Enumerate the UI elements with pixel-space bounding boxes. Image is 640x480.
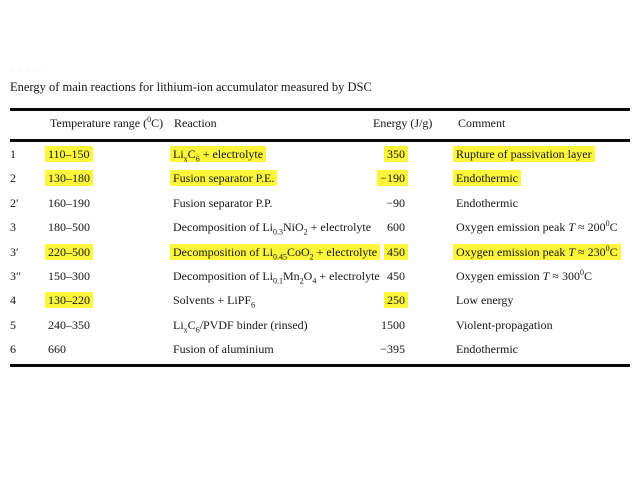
reaction-cell: Decomposition of Li0.3NiO2 + electrolyte [173,220,372,237]
reaction-cell: Fusion separator P.E. [170,170,428,187]
row-index-cell: 4 [10,293,16,308]
comment-cell: Endothermic [453,170,630,187]
table-rule-header-bottom [10,139,630,142]
header-reaction: Reaction [174,116,217,130]
energy-cell: 450 [387,269,405,283]
header-comment: Comment [458,116,506,130]
comment-cell: Oxygen emission peak T ≈ 2000C [456,219,618,235]
table-row: 6 660 Fusion of aluminium −395 Endothermic [10,339,630,363]
row-index-cell: 1 [10,147,16,161]
row-index-cell: 2′ [10,195,19,210]
row-index-cell: 5 [10,317,16,332]
temperature-cell: 130–220 [45,292,170,309]
faint-artifact: ‐ ‐ ‐ ‐ · [10,66,50,75]
table-caption: Energy of main reactions for lithium-ion… [10,80,372,94]
table-row: 3″ 150–300 Decomposition of Li0.1Mn2O4 + e… [10,266,630,290]
temperature-cell: 180–500 [48,220,90,235]
temperature-cell: 220–500 [45,243,170,260]
energy-cell: 600 [387,220,405,235]
comment-cell: Rupture of passivation layer [453,146,630,162]
table-row: 2′ 160–190 Fusion separator P.P. −90 Endothe… [10,193,630,217]
comment-cell: Endothermic [456,195,518,210]
table-row: 2 130–180 Fusion separator P.E. −190 Endothe… [10,168,630,192]
reaction-cell: Decomposition of Li0.1Mn2O4 + electrolyt… [173,269,380,286]
energy-cell: −395 [380,342,405,357]
table-row: 4 130–220 Solvents + LiPF6 250 Low energy [10,290,630,314]
comment-cell: Oxygen emission peak T ≈ 2300C [453,243,630,260]
temperature-cell: 110–150 [45,146,170,162]
reaction-cell: Fusion separator P.P. [173,195,273,210]
comment-cell: Oxygen emission T ≈ 3000C [456,268,592,284]
energy-cell: 450 [330,243,408,260]
row-index-cell: 2 [10,171,16,186]
comment-cell: Endothermic [456,342,518,357]
row-index-cell: 6 [10,342,16,357]
reaction-cell: LixC6/PVDF binder (rinsed) [173,317,308,335]
header-temperature-range: Temperature range (0C) [50,115,164,131]
table-rule-top [10,108,630,111]
comment-cell: Violent-propagation [456,317,553,332]
row-index-cell: 3′ [10,244,19,259]
temperature-cell: 130–180 [45,170,170,187]
temperature-cell: 150–300 [48,269,90,283]
energy-cell: −190 [330,170,408,187]
comment-cell: Low energy [456,293,514,308]
table-row: 3′ 220–500 Decomposition of Li0.45CoO2 + e… [10,242,630,266]
temperature-cell: 160–190 [48,195,90,210]
energy-cell: 1500 [381,317,405,332]
table-row: 5 240–350 LixC6/PVDF binder (rinsed) 1500 Vi… [10,315,630,339]
table-row: 3 180–500 Decomposition of Li0.3NiO2 + ele… [10,217,630,241]
energy-cell: 350 [330,146,408,162]
temperature-cell: 660 [48,342,66,357]
table-rows: 1 110–150 LixC6 + electrolyte 350 Rupture of… [10,144,630,364]
table-header-row: Temperature range (0C) Reaction Energy (… [10,116,630,134]
energy-cell: −90 [386,195,405,210]
header-energy: Energy (J/g) [373,116,433,130]
energy-cell: 250 [330,292,408,309]
row-index-cell: 3″ [10,269,21,283]
reaction-cell: LixC6 + electrolyte [170,146,428,163]
reaction-cell: Solvents + LiPF6 [173,293,256,310]
table-rule-bottom [10,364,630,367]
reaction-cell: Fusion of aluminium [173,342,274,357]
temperature-cell: 240–350 [48,317,90,332]
reaction-cell: Decomposition of Li0.45CoO2 + electrolyt… [170,243,428,260]
row-index-cell: 3 [10,220,16,235]
table-row: 1 110–150 LixC6 + electrolyte 350 Rupture of… [10,144,630,168]
dsc-reactions-table: Temperature range (0C) Reaction Energy (… [10,106,630,370]
